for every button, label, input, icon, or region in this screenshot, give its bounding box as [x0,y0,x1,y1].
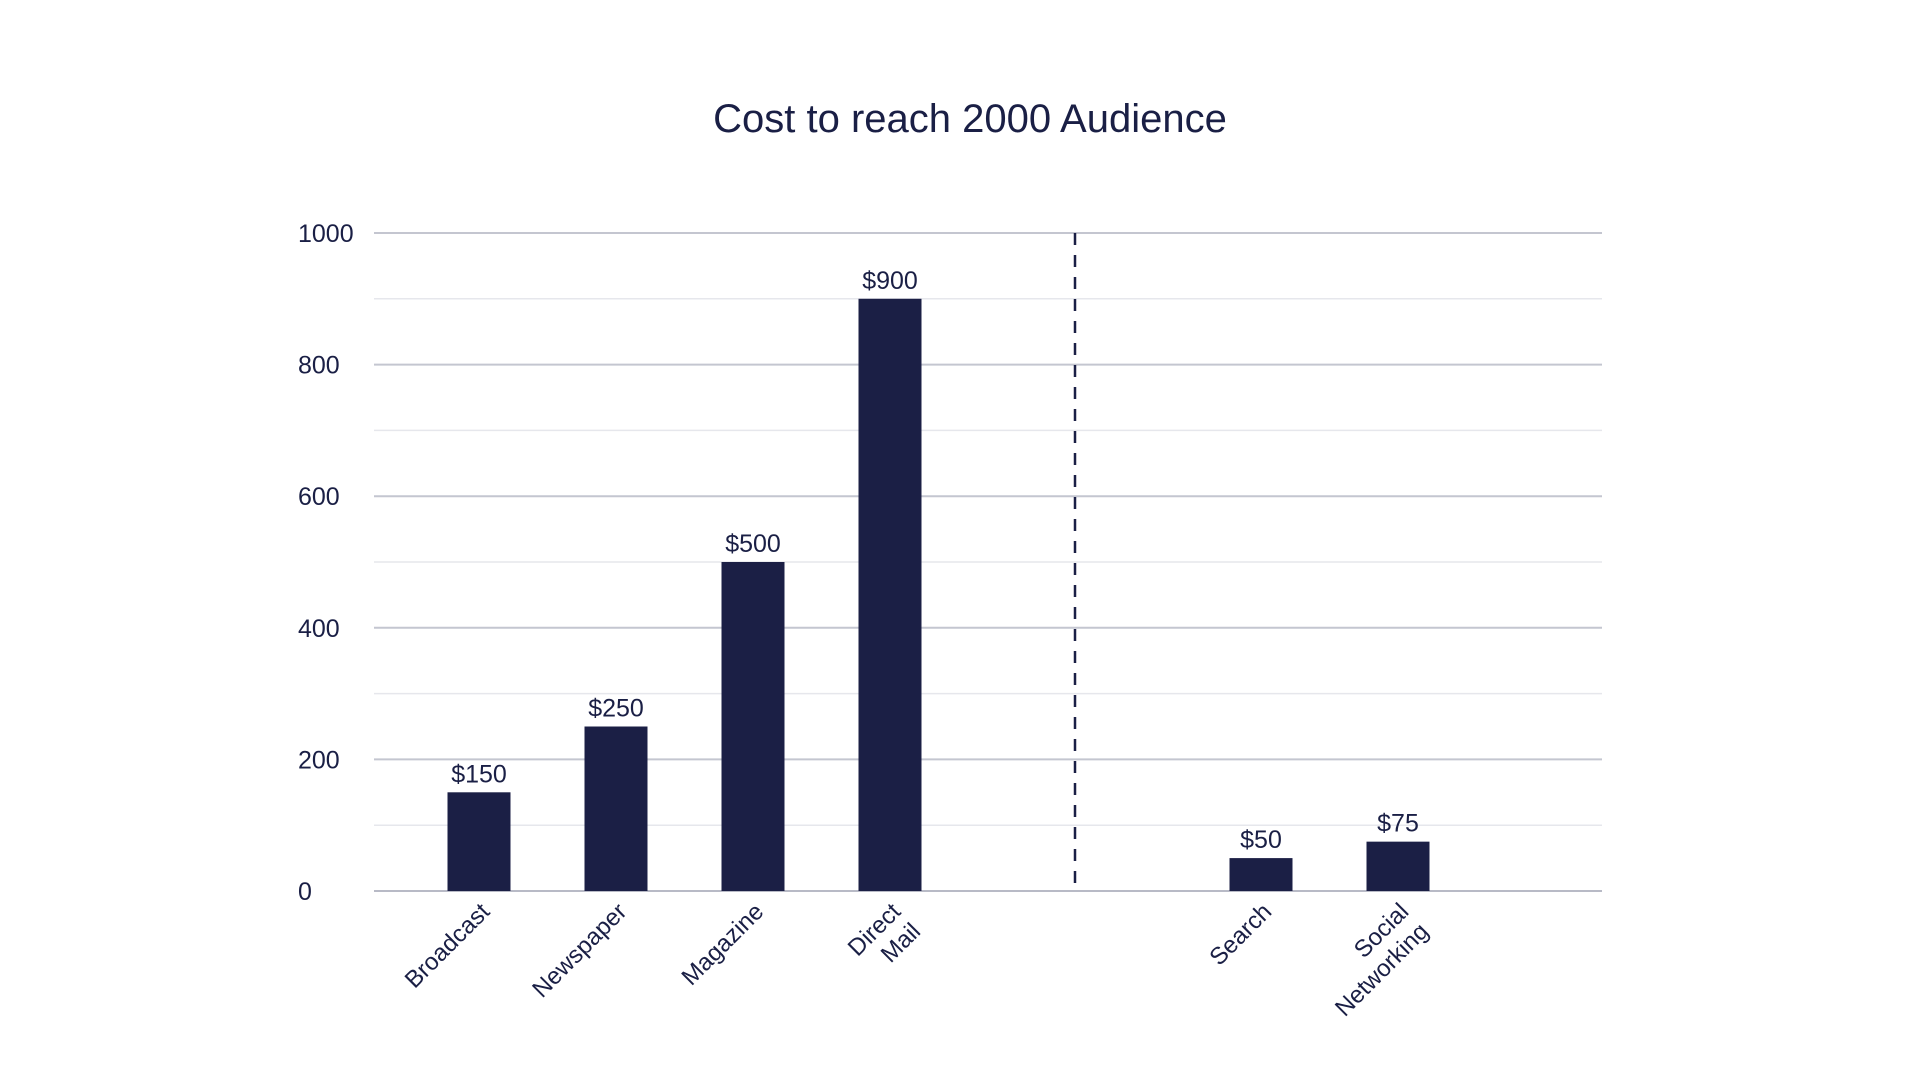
bar-newspaper [584,726,648,891]
x-tick-label: Newspaper [527,898,632,1003]
x-axis-ticks: Broadcast Newspaper Magazine DirectMail Sear… [400,898,1434,1022]
y-tick-label: 0 [298,878,312,906]
data-labels: $150 $250 $500 $900 $50 $75 [451,267,1419,854]
chart-title: Cost to reach 2000 Audience [713,97,1227,141]
y-tick-label: 800 [298,352,340,380]
bar-direct-mail [858,298,922,891]
x-tick-label: SocialNetworking [1310,898,1434,1022]
y-tick-label: 200 [298,746,340,774]
data-label: $150 [451,760,507,788]
bars [447,298,1430,891]
y-tick-label: 600 [298,483,340,511]
data-label: $900 [862,267,918,295]
bar-social-networking [1366,841,1430,891]
data-label: $75 [1377,810,1419,838]
x-tick-label: Magazine [677,898,770,991]
gridlines [374,232,1602,892]
data-label: $500 [725,530,781,558]
bar-search [1229,858,1293,891]
x-tick-label: Search [1204,898,1277,971]
bar-broadcast [447,792,511,891]
x-tick-label: DirectMail [843,898,926,981]
data-label: $250 [588,695,644,723]
y-tick-label: 1000 [298,220,354,248]
data-label: $50 [1240,826,1282,854]
x-tick-label: Broadcast [400,898,496,994]
y-axis-ticks: 0 200 400 600 800 1000 [298,220,354,906]
y-tick-label: 400 [298,615,340,643]
bar-magazine [721,562,785,891]
